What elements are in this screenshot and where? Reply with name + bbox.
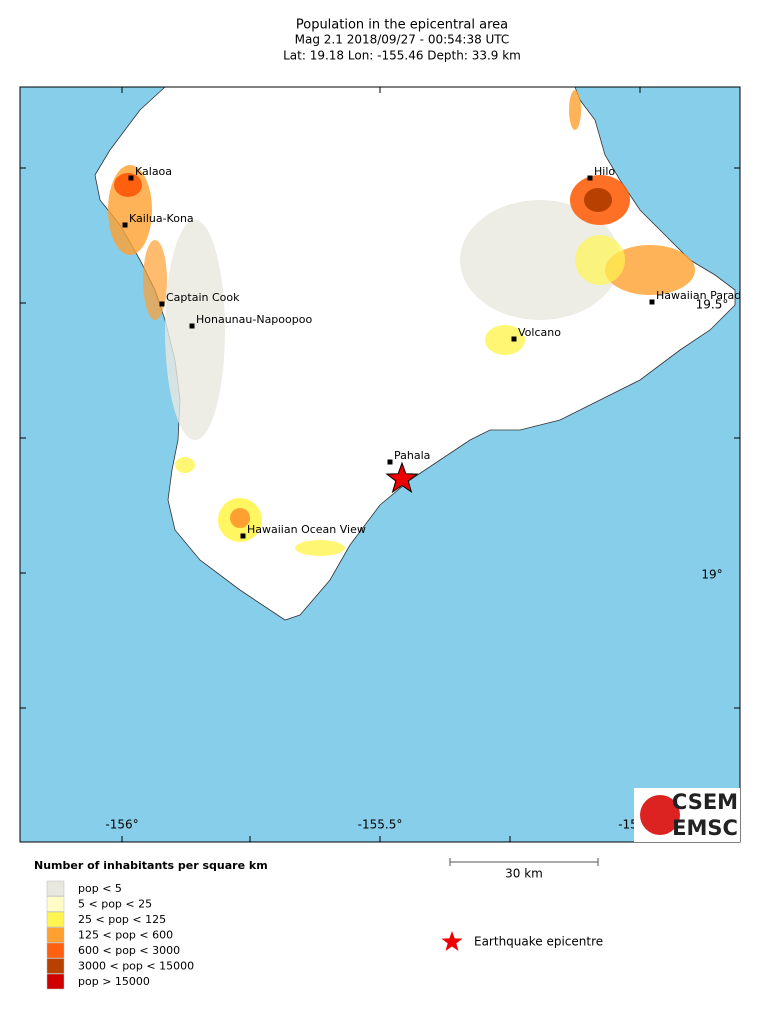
legend-swatch	[46, 927, 65, 943]
town-marker	[122, 222, 128, 228]
town-marker	[189, 323, 195, 329]
legend-epicentre: Earthquake epicentre	[474, 935, 603, 949]
legend-label: 3000 < pop < 15000	[78, 960, 194, 973]
town-label: Hawaiian Ocean View	[247, 523, 366, 536]
legend-swatch	[46, 942, 65, 959]
town-marker	[511, 336, 517, 342]
legend-label: pop > 15000	[78, 975, 150, 988]
towns: Kalaoa Kailua-Kona Captain Cook Honaunau-Na…	[122, 165, 741, 539]
legend-swatch	[46, 911, 65, 928]
pop-area	[165, 220, 225, 440]
town-label: Volcano	[518, 326, 561, 339]
lat-label: 19.5°	[696, 298, 729, 312]
title: Population in the epicentral area	[296, 18, 508, 33]
pop-area	[175, 457, 195, 473]
epicentre-star	[385, 461, 419, 494]
pop-area	[569, 90, 581, 130]
legend-swatch	[46, 880, 65, 897]
frame-ticks	[20, 87, 740, 842]
pop-area	[605, 245, 695, 295]
legend-label: 5 < pop < 25	[78, 898, 152, 911]
pop-area	[143, 240, 167, 320]
town-marker	[159, 301, 165, 307]
subtitle: Mag 2.1 2018/09/27 - 00:54:38 UTC	[295, 33, 510, 47]
pop-area	[295, 540, 345, 556]
population-layer	[108, 90, 695, 556]
lat-label: 19°	[701, 568, 722, 582]
town-marker	[128, 175, 134, 181]
lon-label: -156°	[105, 818, 138, 832]
legend: pop < 5 5 < pop < 25 25 < pop < 125 125 < p…	[46, 880, 194, 990]
lon-label: -15	[618, 818, 638, 832]
town-label: Hawaiian Parad	[656, 289, 741, 302]
pop-area	[114, 173, 142, 197]
scale-bar	[449, 858, 599, 866]
logo-globe	[640, 795, 680, 835]
town-label: Hilo	[594, 165, 615, 178]
pop-area	[460, 200, 620, 320]
logo-text: CSEM	[672, 790, 738, 814]
legend-star	[441, 931, 463, 951]
legend-label: 125 < pop < 600	[78, 929, 173, 942]
town-label: Honaunau-Napoopoo	[196, 313, 312, 326]
town-label: Kailua-Kona	[129, 212, 194, 225]
legend-label: pop < 5	[78, 882, 122, 895]
town-marker	[649, 299, 655, 305]
pop-area	[575, 235, 625, 285]
lon-label: -155.5°	[358, 818, 403, 832]
town-marker	[387, 459, 393, 465]
pop-area	[230, 508, 250, 528]
town-marker	[240, 533, 246, 539]
legend-swatch	[46, 896, 65, 912]
town-label: Pahala	[394, 449, 430, 462]
town-label: Captain Cook	[166, 291, 240, 304]
town-label: Kalaoa	[135, 165, 172, 178]
legend-swatch	[46, 958, 65, 974]
legend-swatch	[46, 973, 65, 990]
scale-label: 30 km	[505, 867, 543, 881]
map-frame	[19, 86, 741, 843]
logo: CSEM EMSC	[634, 788, 740, 842]
legend-title: Number of inhabitants per square km	[34, 859, 268, 872]
subtitle: Lat: 19.18 Lon: -155.46 Depth: 33.9 km	[283, 49, 521, 63]
pop-area	[485, 325, 525, 355]
legend-label: 600 < pop < 3000	[78, 944, 180, 957]
pop-area	[584, 188, 612, 212]
logo-text: EMSC	[672, 816, 738, 840]
legend-label: 25 < pop < 125	[78, 913, 166, 926]
town-marker	[587, 175, 593, 181]
